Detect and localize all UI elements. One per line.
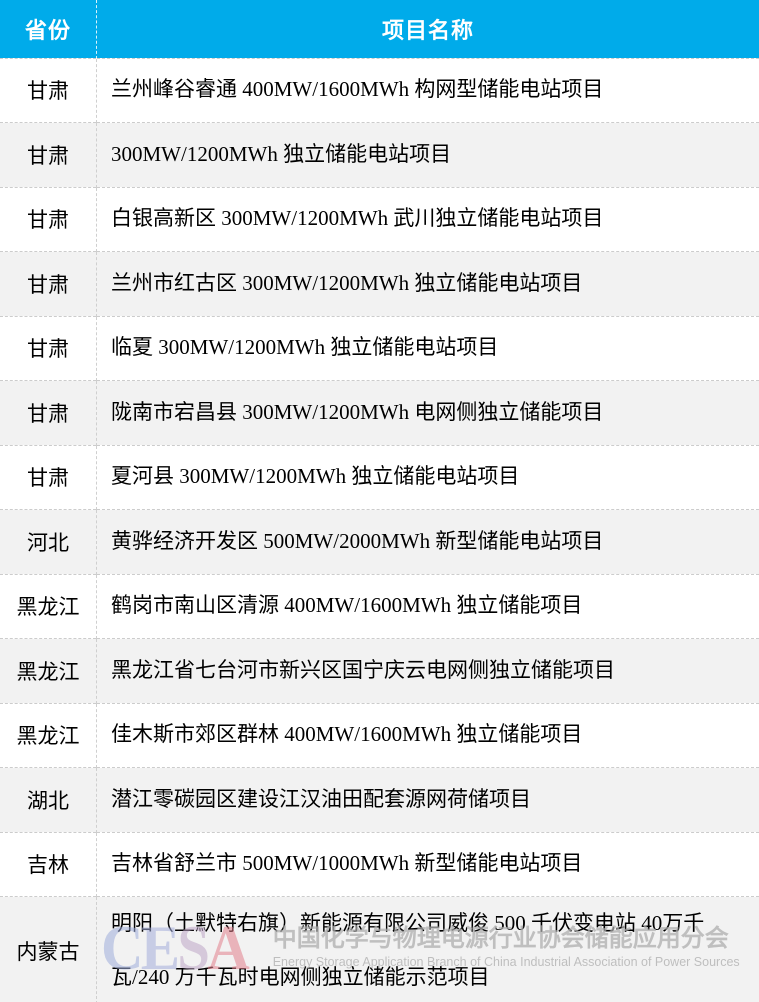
province-cell: 黑龙江 <box>0 638 97 703</box>
table-row: 黑龙江 鹤岗市南山区清源 400MW/1600MWh 独立储能项目 <box>0 574 759 639</box>
table-header: 省份 项目名称 <box>0 0 759 58</box>
province-cell: 黑龙江 <box>0 703 97 768</box>
province-cell: 黑龙江 <box>0 574 97 639</box>
table-row: 甘肃 300MW/1200MWh 独立储能电站项目 <box>0 122 759 187</box>
province-cell: 内蒙古 <box>0 896 97 1002</box>
table-row: 河北 黄骅经济开发区 500MW/2000MWh 新型储能电站项目 <box>0 509 759 574</box>
table-row: 黑龙江 佳木斯市郊区群林 400MW/1600MWh 独立储能项目 <box>0 703 759 768</box>
project-cell: 明阳（土默特右旗）新能源有限公司威俊 500 千伏变电站 40万千瓦/240 万… <box>111 911 705 989</box>
province-cell: 甘肃 <box>0 380 97 445</box>
table-row: 内蒙古 明阳（土默特右旗）新能源有限公司威俊 500 千伏变电站 40万千瓦/2… <box>0 896 759 1002</box>
project-cell: 佳木斯市郊区群林 400MW/1600MWh 独立储能项目 <box>111 722 583 747</box>
project-cell: 夏河县 300MW/1200MWh 独立储能电站项目 <box>111 464 520 489</box>
project-cell: 兰州峰谷睿通 400MW/1600MWh 构网型储能电站项目 <box>111 77 604 102</box>
column-header-project: 项目名称 <box>96 0 759 58</box>
province-cell: 甘肃 <box>0 445 97 510</box>
project-cell: 临夏 300MW/1200MWh 独立储能电站项目 <box>111 335 499 360</box>
project-cell: 黄骅经济开发区 500MW/2000MWh 新型储能电站项目 <box>111 528 604 553</box>
province-cell: 甘肃 <box>0 122 97 187</box>
province-cell: 甘肃 <box>0 251 97 316</box>
province-cell: 甘肃 <box>0 187 97 252</box>
column-header-province: 省份 <box>0 0 97 58</box>
table-row: 甘肃 兰州市红古区 300MW/1200MWh 独立储能电站项目 <box>0 251 759 316</box>
province-cell: 河北 <box>0 509 97 574</box>
project-cell: 白银高新区 300MW/1200MWh 武川独立储能电站项目 <box>111 206 604 231</box>
province-cell: 湖北 <box>0 767 97 832</box>
province-cell: 甘肃 <box>0 58 97 123</box>
table-row: 甘肃 陇南市宕昌县 300MW/1200MWh 电网侧独立储能项目 <box>0 380 759 445</box>
project-cell: 吉林省舒兰市 500MW/1000MWh 新型储能电站项目 <box>111 851 583 876</box>
project-cell: 潜江零碳园区建设江汉油田配套源网荷储项目 <box>111 786 531 811</box>
table-row: 黑龙江 黑龙江省七台河市新兴区国宁庆云电网侧独立储能项目 <box>0 638 759 703</box>
table-row: 甘肃 临夏 300MW/1200MWh 独立储能电站项目 <box>0 316 759 381</box>
table-body: 甘肃 兰州峰谷睿通 400MW/1600MWh 构网型储能电站项目 甘肃 300… <box>0 58 759 1002</box>
project-cell: 陇南市宕昌县 300MW/1200MWh 电网侧独立储能项目 <box>111 399 604 424</box>
project-cell: 兰州市红古区 300MW/1200MWh 独立储能电站项目 <box>111 270 583 295</box>
table-row: 甘肃 夏河县 300MW/1200MWh 独立储能电站项目 <box>0 445 759 510</box>
header-row: 省份 项目名称 <box>0 0 759 58</box>
province-cell: 甘肃 <box>0 316 97 381</box>
table-row: 甘肃 白银高新区 300MW/1200MWh 武川独立储能电站项目 <box>0 187 759 252</box>
project-cell: 鹤岗市南山区清源 400MW/1600MWh 独立储能项目 <box>111 593 583 618</box>
table-row: 吉林 吉林省舒兰市 500MW/1000MWh 新型储能电站项目 <box>0 832 759 897</box>
table-row: 湖北 潜江零碳园区建设江汉油田配套源网荷储项目 <box>0 767 759 832</box>
table-row: 甘肃 兰州峰谷睿通 400MW/1600MWh 构网型储能电站项目 <box>0 58 759 123</box>
project-cell: 黑龙江省七台河市新兴区国宁庆云电网侧独立储能项目 <box>111 657 615 682</box>
project-cell: 300MW/1200MWh 独立储能电站项目 <box>111 141 452 166</box>
province-cell: 吉林 <box>0 832 97 897</box>
